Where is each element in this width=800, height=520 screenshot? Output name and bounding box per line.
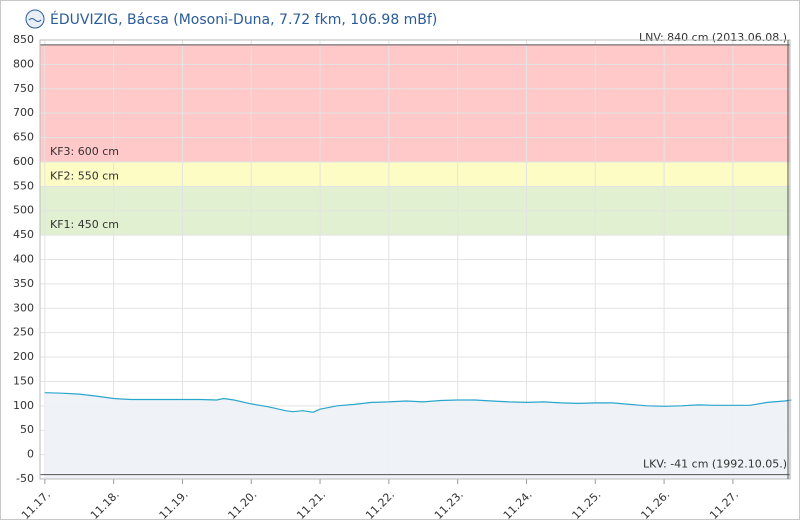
logo bbox=[25, 9, 45, 29]
area bbox=[44, 392, 792, 479]
y-tick-label: 0 bbox=[27, 448, 34, 461]
chart-title: ÉDUVIZIG, Bácsa (Mosoni-Duna, 7.72 fkm, … bbox=[50, 11, 437, 28]
reference-label: LKV: -41 cm (1992.10.05.) bbox=[643, 458, 787, 471]
y-tick-label: 750 bbox=[13, 82, 34, 95]
threshold-band bbox=[40, 161, 790, 187]
y-tick-label: 100 bbox=[13, 399, 34, 412]
plot-border bbox=[39, 39, 791, 480]
y-tick-label: 650 bbox=[13, 131, 34, 144]
plot-area: -50 0 50 100 150 200 250 300 350 400 450 500 550 600 6… bbox=[13, 31, 792, 520]
y-tick-label: 150 bbox=[13, 374, 34, 387]
y-tick-label: 700 bbox=[13, 106, 34, 119]
line bbox=[44, 392, 792, 413]
y-tick-label: 50 bbox=[20, 423, 34, 436]
y-tick-label: 550 bbox=[13, 179, 34, 192]
y-tick-label: 600 bbox=[13, 155, 34, 168]
y-tick-label: 350 bbox=[13, 277, 34, 290]
y-tick-label: 400 bbox=[13, 253, 34, 266]
band-label: KF1: 450 cm bbox=[50, 218, 119, 231]
y-tick-label: 800 bbox=[13, 57, 34, 70]
y-tick-label: 850 bbox=[13, 33, 34, 46]
band-label: KF3: 600 cm bbox=[50, 145, 119, 158]
y-tick-label: 500 bbox=[13, 204, 34, 217]
y-tick-label: 300 bbox=[13, 301, 34, 314]
y-tick-label: -50 bbox=[16, 472, 34, 485]
reference-label: LNV: 840 cm (2013.06.08.) bbox=[639, 31, 787, 44]
threshold-band bbox=[40, 44, 790, 162]
y-tick-label: 250 bbox=[13, 326, 34, 339]
y-tick-label: 450 bbox=[13, 228, 34, 241]
band-label: KF2: 550 cm bbox=[50, 169, 119, 182]
logo-wave bbox=[28, 18, 42, 22]
y-tick-label: 200 bbox=[13, 350, 34, 363]
